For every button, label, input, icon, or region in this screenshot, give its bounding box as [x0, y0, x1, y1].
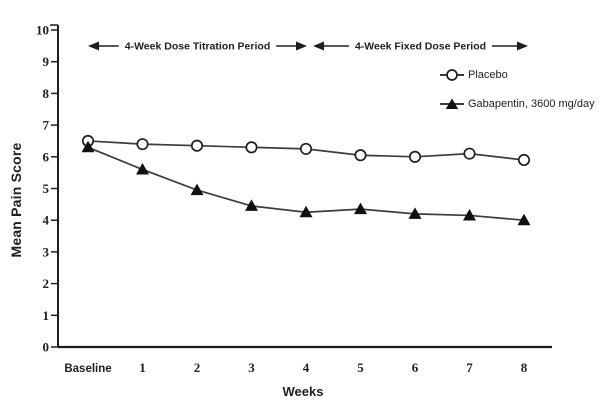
- y-tick-label: 4: [43, 213, 50, 228]
- placebo-point: [463, 147, 476, 160]
- legend: Placebo Gabapentin, 3600 mg/day: [440, 68, 595, 111]
- legend-label-placebo: Placebo: [468, 69, 508, 81]
- placebo-point: [354, 149, 367, 162]
- arrow-right-head-icon: [517, 41, 528, 51]
- placebo-point: [245, 141, 258, 154]
- y-tick-label: 2: [43, 276, 50, 291]
- y-tick-label: 1: [43, 308, 50, 323]
- gabapentin-point: [354, 202, 367, 215]
- placebo-point: [408, 150, 422, 163]
- x-tick-label: 4: [303, 360, 310, 375]
- x-tick-label: 2: [194, 360, 201, 375]
- arrow-left-head-icon: [313, 41, 324, 51]
- placebo-point: [136, 138, 149, 151]
- y-tick-label: 0: [43, 340, 50, 355]
- placebo-point: [190, 139, 204, 152]
- y-tick-label: 3: [43, 244, 50, 259]
- x-tick-label: 3: [248, 360, 255, 375]
- gabapentin-point: [245, 199, 258, 211]
- x-axis-title: Weeks: [282, 384, 324, 399]
- gabapentin-point: [81, 140, 95, 153]
- x-tick-label: 6: [412, 360, 419, 375]
- x-tick-label: 8: [521, 360, 528, 375]
- gabapentin-point: [463, 208, 476, 221]
- gabapentin-point: [136, 162, 149, 175]
- y-tick-label: 10: [36, 23, 49, 38]
- x-tick-label: Baseline: [64, 363, 111, 375]
- y-tick-label: 7: [43, 118, 50, 133]
- annotation-text-backdrop: [118, 39, 277, 53]
- legend-item-gabapentin: Gabapentin, 3600 mg/day: [440, 97, 595, 111]
- legend-item-placebo: Placebo: [440, 68, 595, 82]
- y-tick-label: 5: [43, 181, 50, 196]
- y-axis-title: Mean Pain Score: [8, 142, 24, 258]
- y-tick-label: 6: [43, 149, 50, 164]
- annotation-text: 4-Week Fixed Dose Period: [355, 41, 486, 53]
- arrow-left-head-icon: [88, 41, 99, 51]
- placebo-point: [299, 142, 313, 155]
- annotation-text: 4-Week Dose Titration Period: [125, 41, 270, 53]
- annotation-text-backdrop: [348, 39, 493, 53]
- open-circle-marker-icon: [440, 69, 464, 81]
- gabapentin-point: [299, 205, 313, 218]
- arrow-right-head-icon: [296, 41, 307, 51]
- x-tick-label: 5: [357, 360, 364, 375]
- y-tick-label: 9: [43, 54, 50, 69]
- legend-label-gabapentin: Gabapentin, 3600 mg/day: [468, 98, 595, 110]
- y-tick-label: 8: [43, 86, 50, 101]
- gabapentin-point: [190, 183, 204, 196]
- gabapentin-point: [408, 207, 422, 219]
- filled-triangle-marker-icon: [440, 98, 464, 109]
- x-tick-label: 1: [139, 360, 146, 375]
- x-tick-label: 7: [466, 360, 473, 375]
- placebo-point: [517, 153, 531, 167]
- gabapentin-point: [517, 213, 531, 226]
